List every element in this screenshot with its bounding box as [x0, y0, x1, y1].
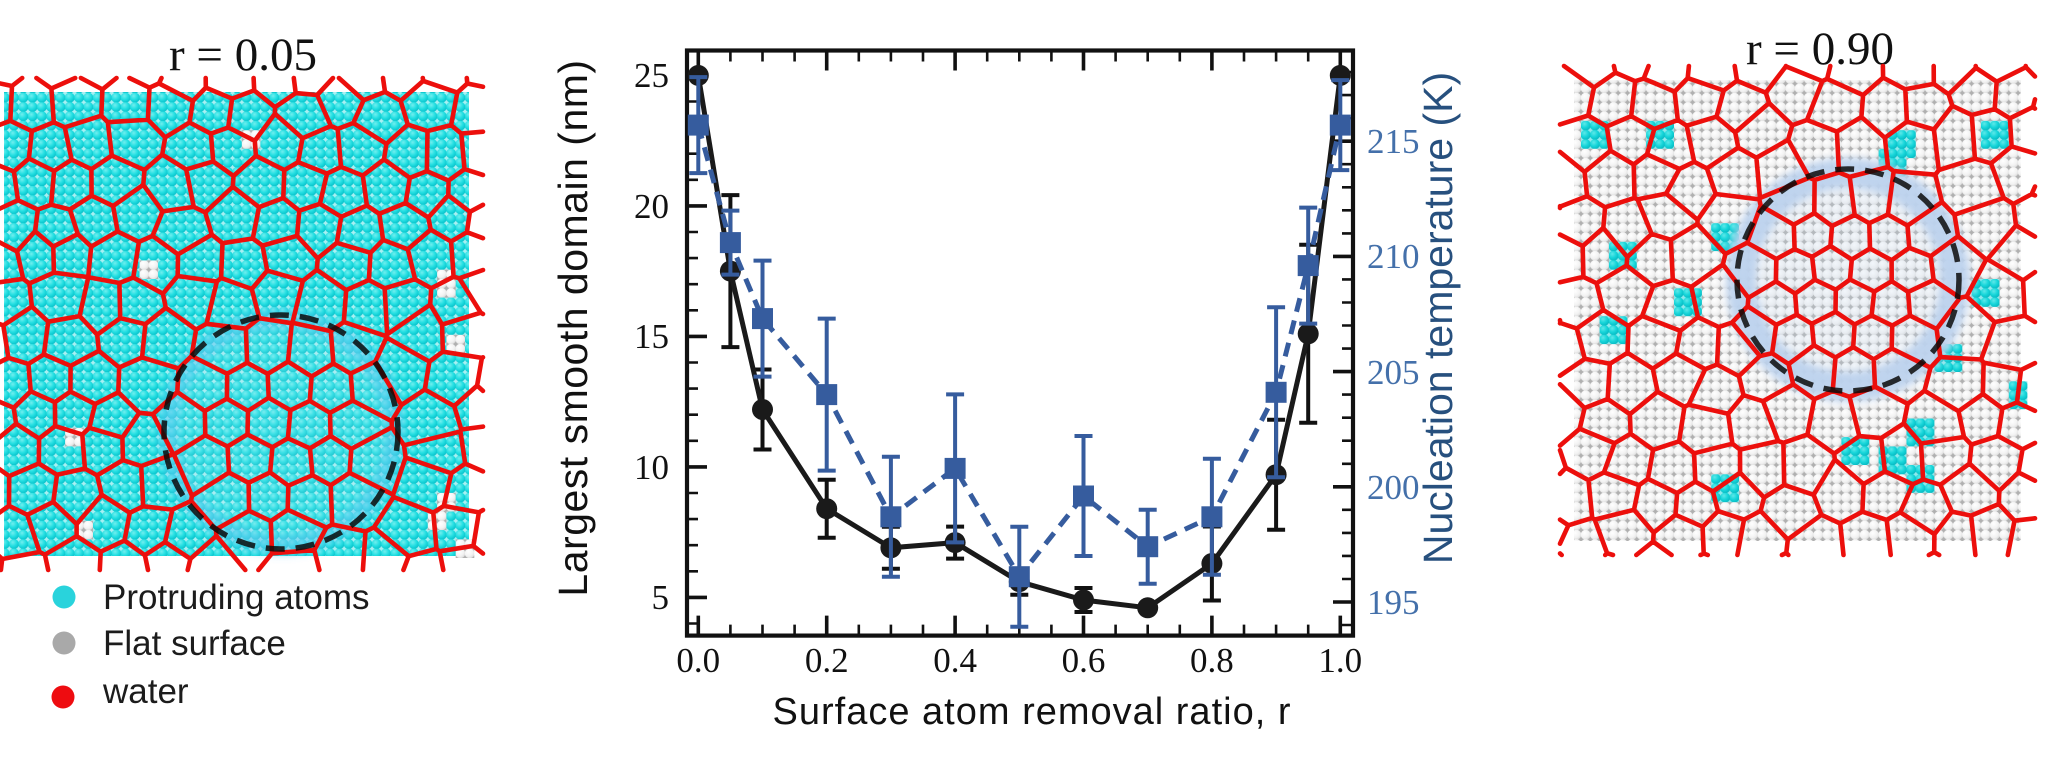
svg-text:10: 10: [634, 448, 669, 487]
svg-text:0.6: 0.6: [1062, 641, 1106, 680]
svg-text:0.4: 0.4: [933, 641, 977, 680]
svg-text:Flat surface: Flat surface: [103, 624, 286, 663]
svg-text:1.0: 1.0: [1318, 641, 1362, 680]
svg-text:200: 200: [1367, 468, 1420, 507]
svg-text:25: 25: [634, 56, 669, 95]
svg-text:r = 0.90: r = 0.90: [1746, 23, 1894, 75]
svg-text:215: 215: [1367, 122, 1420, 161]
svg-text:205: 205: [1367, 353, 1420, 392]
svg-text:0.2: 0.2: [805, 641, 849, 680]
svg-text:5: 5: [652, 578, 670, 617]
svg-text:Nucleation temperature (K): Nucleation temperature (K): [1415, 72, 1461, 564]
svg-text:0.0: 0.0: [676, 641, 720, 680]
svg-text:210: 210: [1367, 237, 1420, 276]
svg-text:water: water: [102, 672, 189, 711]
svg-text:20: 20: [634, 187, 669, 226]
svg-text:r = 0.05: r = 0.05: [169, 29, 317, 81]
svg-text:Largest smooth domain (nm): Largest smooth domain (nm): [550, 59, 596, 596]
svg-text:Surface atom removal ratio, r: Surface atom removal ratio, r: [773, 691, 1292, 733]
svg-text:0.8: 0.8: [1190, 641, 1234, 680]
svg-text:Protruding atoms: Protruding atoms: [103, 578, 370, 617]
svg-text:195: 195: [1367, 583, 1420, 622]
svg-text:15: 15: [634, 317, 669, 356]
